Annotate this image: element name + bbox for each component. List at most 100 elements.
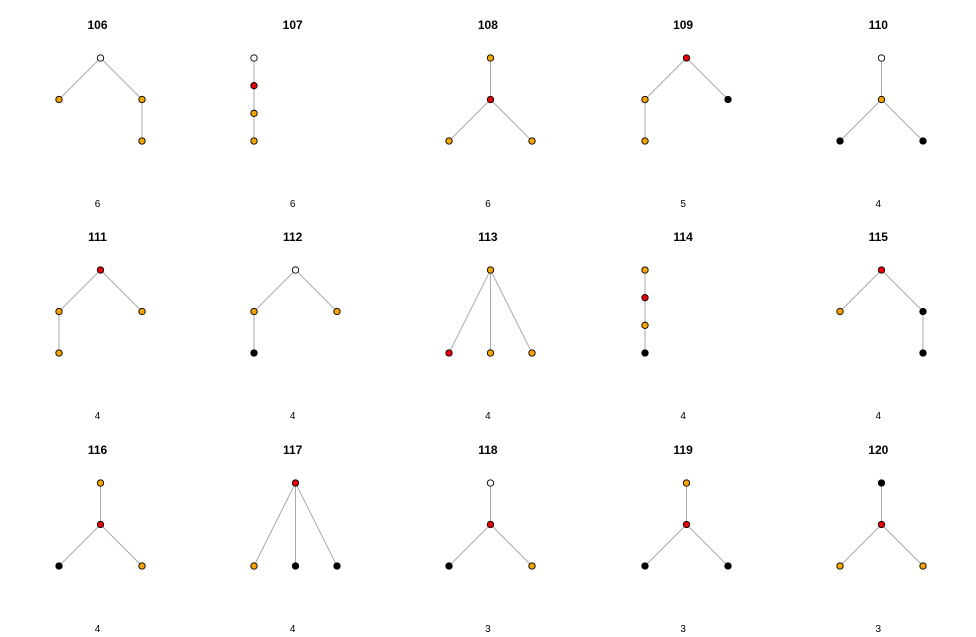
panel-count: 3 (485, 623, 491, 635)
graph-node-red (640, 294, 649, 302)
graph-edge (685, 57, 728, 100)
graph-node-white (96, 54, 105, 62)
panel-title: 110 (868, 18, 888, 32)
graph-node-orange (55, 349, 63, 357)
graph-node-orange (445, 137, 454, 145)
panel-title: 112 (283, 230, 303, 245)
panel-count: 4 (485, 411, 491, 423)
panel-title: 117 (283, 442, 303, 457)
graph-panel: 109 5 (586, 0, 781, 212)
panel-title: 115 (868, 230, 888, 245)
graph-node-black (919, 308, 927, 316)
graph-edge (100, 57, 143, 100)
graph-node-black (445, 561, 454, 570)
graph-edge (685, 523, 728, 566)
panel-title: 113 (478, 230, 498, 245)
graph-node-black (292, 561, 300, 570)
graph-node-orange (487, 54, 495, 62)
panel-count: 5 (680, 199, 686, 210)
graph-panel: 106 6 (0, 0, 195, 212)
graph-node-orange (919, 561, 927, 570)
graph-edge (100, 523, 143, 566)
tree-graph (250, 54, 258, 145)
graph-edge (58, 523, 101, 566)
tree-graph (55, 266, 146, 357)
graph-edge (490, 99, 533, 142)
graph-edge (58, 57, 101, 100)
panel-title: 109 (673, 18, 694, 32)
graph-node-orange (640, 137, 649, 145)
graph-node-black (877, 478, 885, 487)
graph-node-orange (55, 95, 63, 104)
graph-node-orange (138, 561, 146, 570)
graph-node-black (55, 561, 63, 570)
graph-edge (839, 523, 882, 566)
panel-count: 6 (485, 199, 491, 210)
graph-node-red (445, 349, 454, 357)
panel-title: 120 (868, 442, 889, 457)
graph-node-orange (640, 95, 649, 104)
graph-panel: 113 4 (390, 212, 585, 424)
graph-node-orange (528, 561, 537, 570)
tree-graph (640, 266, 649, 357)
graph-node-red (292, 478, 300, 487)
graph-node-red (682, 54, 690, 62)
graph-edge (839, 269, 882, 313)
graph-node-orange (138, 137, 146, 145)
panel-title: 107 (282, 18, 303, 32)
panel-title: 106 (87, 18, 108, 32)
tree-graph (836, 266, 927, 357)
tree-graph (640, 54, 732, 145)
graph-edge (295, 482, 338, 566)
graph-edge (295, 269, 338, 313)
panel-count: 3 (875, 623, 882, 635)
panel-count: 6 (94, 199, 101, 210)
graph-panel: 119 3 (586, 425, 781, 637)
panel-count: 4 (875, 411, 882, 423)
graph-node-orange (528, 137, 537, 145)
panel-title: 116 (87, 442, 108, 457)
graph-node-orange (836, 308, 844, 316)
graph-node-orange (487, 349, 495, 357)
graph-node-white (292, 266, 300, 274)
panel-title: 118 (478, 442, 498, 457)
graph-node-black (250, 349, 258, 357)
graph-node-red (487, 520, 495, 528)
graph-panel: 107 6 (195, 0, 390, 212)
panel-count: 4 (94, 411, 101, 423)
panel-count: 4 (289, 623, 296, 635)
graph-node-white (487, 478, 495, 487)
graph-node-orange (138, 308, 146, 316)
graph-node-orange (682, 478, 690, 487)
graph-edge (253, 482, 297, 566)
graph-node-black (723, 561, 732, 570)
graph-node-black (723, 95, 732, 104)
graph-edge (449, 523, 492, 566)
graph-node-red (877, 266, 885, 274)
graph-edge (644, 57, 687, 100)
panel-count: 4 (289, 411, 296, 423)
graph-node-orange (138, 95, 146, 104)
graph-edge (880, 99, 924, 142)
graph-node-black (640, 561, 649, 570)
panel-count: 6 (289, 199, 296, 210)
graph-node-orange (96, 478, 105, 487)
graph-node-red (250, 82, 258, 90)
graph-node-orange (528, 349, 537, 357)
panel-title: 111 (88, 230, 107, 245)
graph-node-orange (250, 109, 258, 117)
graph-panel: 117 4 (195, 425, 390, 637)
graph-edge (490, 523, 533, 566)
tree-graph (250, 478, 341, 570)
tree-graph (640, 478, 732, 570)
graph-edge (253, 269, 297, 313)
graph-node-white (250, 54, 258, 62)
graph-node-orange (55, 308, 63, 316)
graph-node-black (919, 137, 927, 145)
graph-node-black (836, 137, 844, 145)
panel-count: 4 (875, 199, 882, 210)
tree-graph (836, 54, 927, 145)
graph-node-orange (877, 95, 885, 104)
graph-panel: 110 4 (781, 0, 976, 212)
